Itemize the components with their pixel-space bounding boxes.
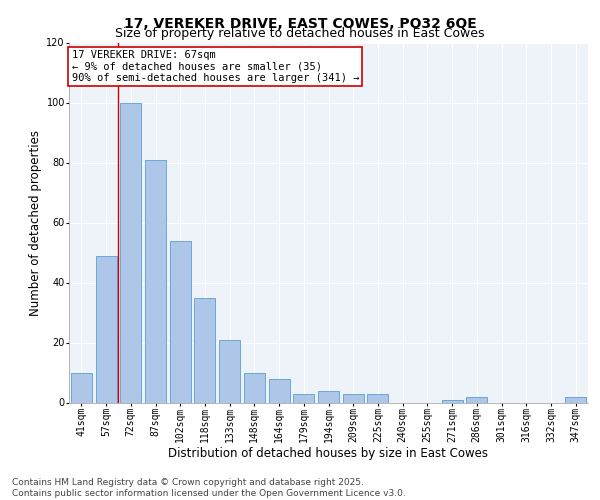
- Bar: [442, 400, 463, 402]
- Y-axis label: Number of detached properties: Number of detached properties: [29, 130, 42, 316]
- Bar: [95, 256, 116, 402]
- Bar: [219, 340, 240, 402]
- Bar: [120, 102, 141, 403]
- X-axis label: Distribution of detached houses by size in East Cowes: Distribution of detached houses by size …: [169, 448, 488, 460]
- Bar: [367, 394, 388, 402]
- Text: Size of property relative to detached houses in East Cowes: Size of property relative to detached ho…: [115, 28, 485, 40]
- Bar: [293, 394, 314, 402]
- Bar: [71, 372, 92, 402]
- Bar: [318, 390, 339, 402]
- Bar: [269, 378, 290, 402]
- Bar: [565, 396, 586, 402]
- Bar: [244, 372, 265, 402]
- Bar: [343, 394, 364, 402]
- Bar: [194, 298, 215, 403]
- Bar: [170, 240, 191, 402]
- Text: Contains HM Land Registry data © Crown copyright and database right 2025.
Contai: Contains HM Land Registry data © Crown c…: [12, 478, 406, 498]
- Bar: [466, 396, 487, 402]
- Text: 17, VEREKER DRIVE, EAST COWES, PO32 6QE: 17, VEREKER DRIVE, EAST COWES, PO32 6QE: [124, 18, 476, 32]
- Bar: [145, 160, 166, 402]
- Text: 17 VEREKER DRIVE: 67sqm
← 9% of detached houses are smaller (35)
90% of semi-det: 17 VEREKER DRIVE: 67sqm ← 9% of detached…: [71, 50, 359, 83]
